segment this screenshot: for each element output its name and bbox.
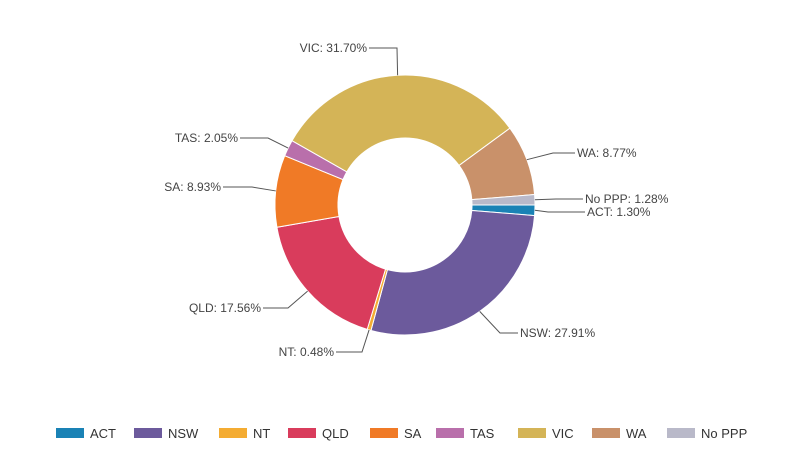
legend-label-tas: TAS (470, 426, 495, 441)
legend-swatch-no-ppp (667, 428, 695, 438)
callout-label-vic: VIC: 31.70% (300, 41, 368, 55)
callout-label-qld: QLD: 17.56% (189, 301, 261, 315)
legend-label-qld: QLD (322, 426, 349, 441)
legend-item-nsw[interactable]: NSW (134, 426, 199, 441)
leader-line-wa (526, 152, 575, 161)
legend-label-act: ACT (90, 426, 116, 441)
leader-line-nt (336, 329, 370, 353)
legend-item-nt[interactable]: NT (219, 426, 270, 441)
legend-label-nsw: NSW (168, 426, 199, 441)
legend-item-sa[interactable]: SA (370, 426, 422, 441)
legend-swatch-tas (436, 428, 464, 438)
legend-swatch-wa (592, 428, 620, 438)
slice-no-ppp[interactable] (471, 194, 536, 206)
slices-group (274, 74, 536, 336)
callout-label-wa: WA: 8.77% (577, 146, 637, 160)
callout-label-no-ppp: No PPP: 1.28% (585, 192, 669, 206)
legend-swatch-nsw (134, 428, 162, 438)
legend-label-nt: NT (253, 426, 270, 441)
callout-label-nsw: NSW: 27.91% (520, 326, 595, 340)
legend-item-qld[interactable]: QLD (288, 426, 349, 441)
legend-item-no-ppp[interactable]: No PPP (667, 426, 747, 441)
leader-line-tas (240, 137, 289, 149)
legend-label-sa: SA (404, 426, 422, 441)
callouts-group: ACT: 1.30% NSW: 27.91% NT: 0.48% QLD: 17.56… (164, 41, 668, 359)
legend-swatch-act (56, 428, 84, 438)
legend-swatch-sa (370, 428, 398, 438)
slice-vic[interactable] (291, 74, 511, 173)
legend-swatch-vic (518, 428, 546, 438)
callout-label-sa: SA: 8.93% (164, 180, 221, 194)
callout-label-nt: NT: 0.48% (279, 345, 335, 359)
callout-label-tas: TAS: 2.05% (175, 131, 238, 145)
callout-label-act: ACT: 1.30% (587, 205, 651, 219)
leader-line-vic (369, 47, 399, 76)
legend-label-wa: WA (626, 426, 647, 441)
legend-label-vic: VIC (552, 426, 574, 441)
legend-item-wa[interactable]: WA (592, 426, 647, 441)
legend: ACT NSW NT QLD SA TAS VIC WA No PPP (56, 426, 747, 441)
legend-swatch-nt (219, 428, 247, 438)
slice-qld[interactable] (276, 215, 387, 331)
legend-item-vic[interactable]: VIC (518, 426, 574, 441)
legend-item-tas[interactable]: TAS (436, 426, 495, 441)
legend-label-no-ppp: No PPP (701, 426, 747, 441)
leader-line-qld (263, 290, 308, 309)
slice-nsw[interactable] (370, 209, 536, 336)
leader-line-act (534, 209, 585, 213)
leader-line-sa (223, 186, 276, 192)
leader-line-nsw (479, 311, 518, 334)
legend-item-act[interactable]: ACT (56, 426, 116, 441)
legend-swatch-qld (288, 428, 316, 438)
leader-line-no-ppp (534, 198, 583, 201)
